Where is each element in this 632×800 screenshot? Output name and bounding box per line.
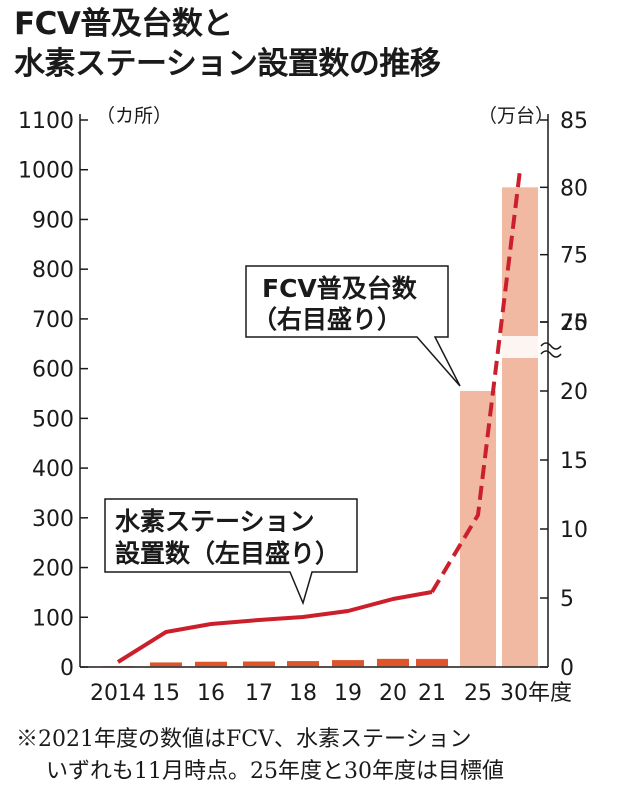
footnote: ※2021年度の数値はFCV、水素ステーション いずれも11月時点。25年度と3…	[16, 724, 616, 788]
right-tick-label-8: 80	[560, 176, 588, 201]
left-tick-label-9: 900	[32, 208, 74, 233]
x-tick-label-4: 18	[289, 681, 317, 706]
left-axis-unit-label: （カ所）	[96, 105, 172, 127]
right-tick-label-5: 25	[560, 311, 588, 336]
station-bar-3	[243, 661, 275, 666]
x-tick-label-8: 25	[464, 681, 492, 706]
station-bar-5	[332, 660, 364, 666]
x-tick-label-9: 30年度	[500, 681, 572, 706]
left-tick-label-0: 0	[60, 656, 74, 681]
right-tick-label-6: 70	[560, 311, 588, 336]
right-tick-label-1: 5	[560, 587, 574, 612]
footnote-line-1: ※2021年度の数値はFCV、水素ステーション	[16, 727, 472, 752]
right-tick-label-0: 0	[560, 656, 574, 681]
left-tick-label-4: 400	[32, 457, 74, 482]
fcv-bar-2	[195, 665, 227, 667]
x-tick-label-5: 19	[334, 681, 362, 706]
left-tick-label-2: 200	[32, 557, 74, 582]
lines-layer	[116, 169, 522, 664]
footnote-line-2: いずれも11月時点。25年度と30年度は目標値	[46, 759, 504, 784]
right-tick-label-4: 20	[560, 380, 588, 405]
right-axis-unit-label: （万台）	[478, 105, 554, 127]
x-tick-label-3: 17	[245, 681, 273, 706]
callouts-layer: FCV普及台数（右目盛り） 水素ステーション設置数（左目盛り）	[104, 265, 461, 606]
right-tick-label-2: 10	[560, 518, 588, 543]
station-bar-2	[195, 661, 227, 666]
station-line-actual	[116, 590, 433, 664]
left-tick-label-8: 800	[32, 258, 74, 283]
right-tick-label-3: 15	[560, 449, 588, 474]
station-bar-1	[150, 662, 182, 666]
left-tick-label-7: 700	[32, 308, 74, 333]
station-bar-7	[416, 659, 448, 666]
x-tick-label-0: 2014	[90, 681, 146, 706]
chart-title: FCV普及台数と 水素ステーション設置数の推移	[14, 4, 441, 84]
right-tick-label-9: 85	[560, 109, 588, 134]
bars-layer	[102, 187, 540, 668]
x-tick-label-6: 20	[379, 681, 407, 706]
title-line-1: FCV普及台数と	[14, 6, 233, 42]
axes-layer: 0 100 200 300 400 500 600 700 800 900 1000 1100 0 5 10…	[18, 105, 588, 706]
station-bar-4	[287, 661, 319, 666]
left-tick-label-11: 1100	[18, 109, 74, 134]
station-bar-6	[377, 658, 409, 666]
station-callout-line-2: 設置数（左目盛り）	[115, 539, 340, 568]
station-callout-box	[104, 498, 358, 606]
fcv-callout-line-1: FCV普及台数	[262, 274, 418, 303]
x-tick-label-1: 15	[152, 681, 180, 706]
x-tick-label-7: 21	[418, 681, 446, 706]
left-tick-label-5: 500	[32, 407, 74, 432]
left-tick-label-1: 100	[32, 606, 74, 631]
fcv-callout-box	[245, 265, 461, 387]
right-tick-label-7: 75	[560, 244, 588, 269]
x-tick-label-2: 16	[197, 681, 225, 706]
fcv-callout-line-2: （右目盛り）	[252, 305, 402, 334]
fcv-bar-8	[460, 391, 496, 667]
left-tick-label-3: 300	[32, 507, 74, 532]
left-tick-label-10: 1000	[18, 159, 74, 184]
axis-break-band	[500, 336, 540, 358]
title-line-2: 水素ステーション設置数の推移	[14, 46, 441, 82]
right-axis-break-mark	[540, 342, 562, 358]
left-tick-label-6: 600	[32, 358, 74, 383]
station-callout-line-1: 水素ステーション	[115, 507, 315, 536]
